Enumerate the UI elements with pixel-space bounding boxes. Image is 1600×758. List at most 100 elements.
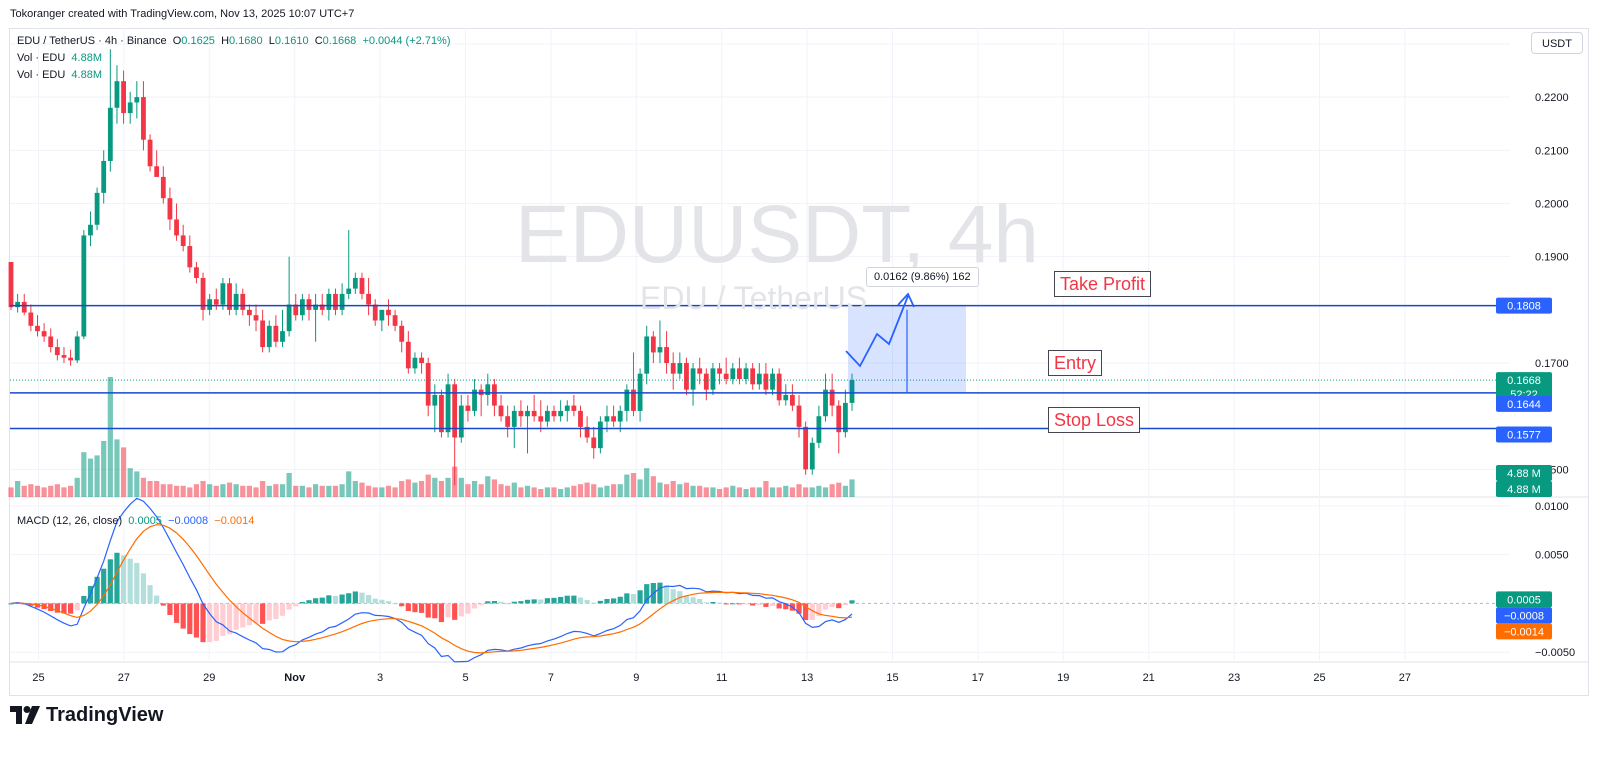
time-tick-label: 29	[203, 672, 215, 684]
volume-bar	[730, 485, 736, 497]
volume-bar	[445, 477, 451, 497]
macd-histogram-bar	[836, 603, 842, 609]
volume-bar	[829, 484, 835, 497]
volume-bar	[134, 471, 140, 497]
candle-body	[134, 97, 140, 103]
macd-histogram-bar	[624, 593, 630, 604]
volume-bar	[723, 487, 729, 497]
candle-body	[498, 405, 504, 417]
volume-bar	[101, 441, 107, 497]
currency-unit-button[interactable]: USDT	[1531, 32, 1583, 54]
candle-body	[74, 336, 80, 361]
macd-histogram-bar	[48, 603, 54, 611]
candle-body	[246, 309, 252, 316]
candle-body	[750, 368, 756, 385]
macd-histogram-bar	[465, 603, 471, 614]
candle-body	[28, 312, 34, 326]
macd-histogram-bar	[730, 603, 736, 605]
candle-body	[551, 410, 557, 417]
volume-bar	[849, 479, 855, 497]
volume-bar	[611, 484, 617, 497]
volume-bar	[74, 477, 80, 497]
candle-body	[352, 277, 358, 289]
macd-histogram-bar	[233, 603, 239, 630]
macd-histogram-bar	[273, 603, 279, 620]
macd-histogram-bar	[445, 603, 451, 618]
macd-histogram-bar	[346, 593, 352, 604]
volume-bar	[637, 479, 643, 497]
volume-bar	[127, 468, 133, 497]
candle-body	[233, 293, 239, 310]
macd-histogram-bar	[326, 595, 332, 604]
macd-histogram-bar	[551, 597, 557, 604]
candle-body	[823, 389, 828, 417]
volume-bar	[253, 487, 259, 497]
volume-bar	[564, 487, 570, 497]
volume-bar	[630, 473, 637, 497]
volume-bar	[597, 487, 603, 497]
projected-path	[845, 295, 909, 368]
macd-histogram-bar	[332, 595, 339, 604]
volume-bar	[28, 484, 34, 497]
volume-bar	[789, 487, 796, 497]
volume-bar	[379, 487, 385, 497]
candle-body	[35, 325, 40, 332]
take-profit-label[interactable]: Take Profit	[1054, 271, 1152, 297]
volume-bar	[405, 479, 411, 497]
macd-histogram-bar	[293, 603, 299, 607]
candle-body	[770, 373, 775, 390]
volume-bar	[359, 482, 365, 497]
macd-histogram-bar	[432, 603, 438, 619]
candle-body	[538, 416, 544, 422]
volume-bar	[776, 487, 782, 497]
volume-bar	[54, 484, 60, 497]
time-tick-label: 3	[377, 672, 383, 684]
price-range-measure[interactable]: 0.0162 (9.86%) 162	[866, 267, 979, 287]
candle-body	[730, 368, 736, 379]
volume-bar	[365, 485, 372, 497]
macd-histogram-bar	[822, 603, 829, 610]
macd-histogram-bar	[352, 591, 358, 604]
macd-histogram-bar	[518, 601, 524, 604]
stop-loss-label[interactable]: Stop Loss	[1048, 407, 1141, 433]
candle-body	[544, 410, 550, 422]
last-price-badge-bg	[1496, 372, 1552, 403]
macd-histogram-bar	[372, 598, 378, 604]
axes: 0.23000.22000.21000.20000.19000.17000.15…	[32, 39, 1575, 684]
candle-body	[266, 325, 272, 348]
macd-histogram-bar	[471, 603, 478, 609]
macd-histogram-bar	[193, 603, 200, 638]
macd-histogram-bar	[365, 595, 372, 604]
volume-legend-2[interactable]: Vol · EDU 4.88M	[17, 69, 102, 81]
macd-histogram-bar	[207, 603, 213, 643]
macd-histogram-bar	[796, 603, 802, 614]
macd-histogram-bar	[591, 602, 597, 604]
entry-label[interactable]: Entry	[1048, 350, 1103, 376]
macd-legend[interactable]: MACD (12, 26, close) 0.0005 −0.0008 −0.0…	[17, 515, 254, 527]
volume-bar	[81, 452, 87, 497]
macd-histogram-bar	[8, 603, 14, 605]
candle-body	[101, 160, 107, 193]
candle-body	[94, 192, 100, 225]
volume-bar	[332, 485, 339, 497]
macd-histogram-bar	[81, 595, 87, 604]
macd-histogram-bar	[134, 562, 140, 604]
trade-overlay	[10, 292, 1510, 430]
volume-bar	[94, 455, 100, 497]
volume-legend-1[interactable]: Vol · EDU 4.88M	[17, 52, 102, 64]
candle-body	[617, 410, 623, 422]
volume-bar	[233, 484, 239, 497]
macd-histogram-bar	[577, 597, 584, 604]
candle-body	[776, 373, 782, 401]
macd-histogram-bar	[458, 603, 464, 617]
volume-bar	[154, 481, 160, 497]
symbol-label[interactable]: EDU / TetherUS · 4h · Binance	[17, 35, 167, 47]
macd-histogram-bar	[478, 603, 484, 606]
macd-histogram-bar	[438, 603, 445, 623]
candle-body	[48, 336, 54, 348]
candle-body	[141, 97, 146, 140]
macd-histogram-bar	[187, 603, 193, 635]
tradingview-logo[interactable]: TradingView	[10, 703, 163, 727]
volume-bar	[544, 487, 550, 497]
